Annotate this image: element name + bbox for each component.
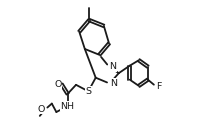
Text: N: N [110, 79, 117, 88]
Text: S: S [85, 87, 91, 96]
Text: NH: NH [61, 102, 75, 111]
Text: O: O [38, 105, 45, 114]
Text: F: F [156, 82, 161, 91]
Text: O: O [54, 80, 61, 89]
Text: N: N [109, 62, 116, 71]
